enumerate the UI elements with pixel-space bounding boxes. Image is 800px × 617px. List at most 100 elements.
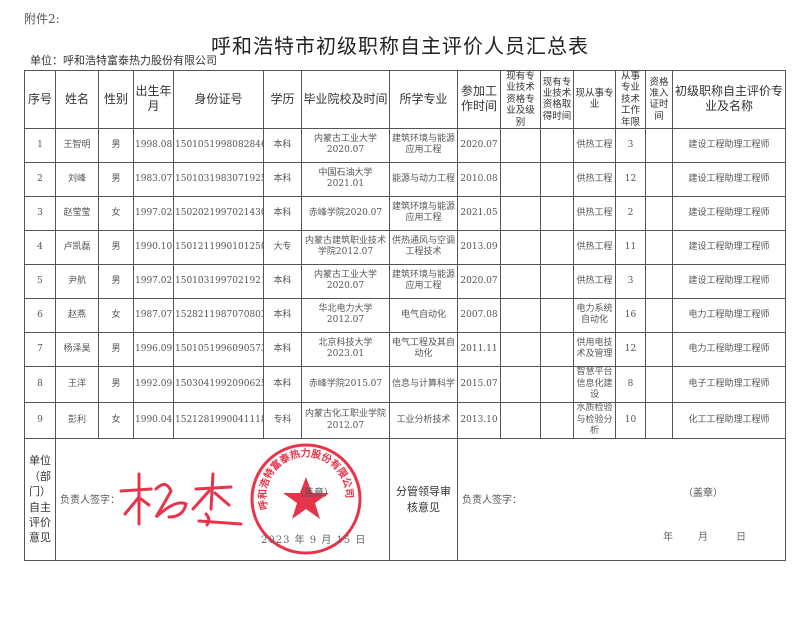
table-cell xyxy=(645,229,673,265)
table-cell: 供热通风与空调工程技术 xyxy=(389,229,458,265)
table-cell: 9 xyxy=(24,402,56,440)
table-cell: 2 xyxy=(24,161,56,197)
table-row: 2刘峰男1983.07150103198307192515本科中国石油大学202… xyxy=(24,161,786,197)
table-cell: 内蒙古工业大学2020.07 xyxy=(301,127,390,163)
table-cell: 能源与动力工程 xyxy=(389,161,458,197)
table-cell: 化工工程助理工程师 xyxy=(672,402,786,440)
table-cell: 150105199808284650 xyxy=(173,127,264,163)
table-cell: 电力工程助理工程师 xyxy=(672,297,786,333)
unit-opinion-cell: 负责人签字： 呼和浩特富泰热力股份有限公司 （盖章） 2023 年 9 月 15 日 xyxy=(55,438,390,562)
table-cell: 男 xyxy=(98,331,134,367)
table-cell xyxy=(500,195,541,231)
table-cell: 150103199702192114 xyxy=(173,263,264,299)
unit-opinion-label: 单位（部门）自主评价意见 xyxy=(24,438,56,562)
table-row: 6赵燕女1987.0715282119870708032X本科华北电力大学201… xyxy=(24,297,786,333)
table-cell: 8 xyxy=(24,365,56,404)
table-cell xyxy=(500,229,541,265)
table-row: 7杨泽昊男1996.09150105199609057316本科北京科技大学20… xyxy=(24,331,786,367)
column-header: 初级职称自主评价专业及名称 xyxy=(672,70,786,129)
table-cell: 建设工程助理工程师 xyxy=(672,161,786,197)
table-cell: 1992.09 xyxy=(133,365,174,404)
table-cell xyxy=(645,127,673,163)
table-cell: 信息与计算科学 xyxy=(389,365,458,404)
column-header: 序号 xyxy=(24,70,56,129)
table-cell: 1 xyxy=(24,127,56,163)
table-cell: 150202199702143020 xyxy=(173,195,264,231)
table-cell: 赤峰学院2020.07 xyxy=(301,195,390,231)
table-cell: 4 xyxy=(24,229,56,265)
table-cell: 赤峰学院2015.07 xyxy=(301,365,390,404)
table-cell: 建设工程助理工程师 xyxy=(672,229,786,265)
table-cell: 供热工程 xyxy=(573,127,616,163)
table-cell: 建设工程助理工程师 xyxy=(672,127,786,163)
table-row: 8王洋男1992.09150304199209062532本科赤峰学院2015.… xyxy=(24,365,786,404)
table-cell: 本科 xyxy=(263,365,302,404)
table-cell: 男 xyxy=(98,365,134,404)
table-cell xyxy=(645,365,673,404)
unit-line: 单位：呼和浩特富泰热力股份有限公司 xyxy=(30,54,217,67)
star-icon xyxy=(283,477,329,520)
table-cell: 2013.10 xyxy=(457,402,501,440)
table-row: 3赵莹莹女1997.02150202199702143020本科赤峰学院2020… xyxy=(24,195,786,231)
column-header: 姓名 xyxy=(55,70,99,129)
table-cell xyxy=(500,365,541,404)
table-cell: 彭利 xyxy=(55,402,99,440)
table-cell: 2007.08 xyxy=(457,297,501,333)
company-seal: 呼和浩特富泰热力股份有限公司 xyxy=(250,443,362,555)
table-cell: 尹航 xyxy=(55,263,99,299)
table-cell: 建筑环境与能源应用工程 xyxy=(389,127,458,163)
table-cell: 建设工程助理工程师 xyxy=(672,195,786,231)
table-cell: 水质检验与检验分析 xyxy=(573,402,616,440)
table-cell: 中国石油大学2021.01 xyxy=(301,161,390,197)
table-cell: 本科 xyxy=(263,331,302,367)
table-cell: 15012119901012501x xyxy=(173,229,264,265)
table-cell xyxy=(645,263,673,299)
table-cell: 12 xyxy=(615,331,646,367)
column-header: 毕业院校及时间 xyxy=(301,70,390,129)
table-cell: 150105199609057316 xyxy=(173,331,264,367)
table-cell: 1998.08 xyxy=(133,127,174,163)
table-cell xyxy=(500,331,541,367)
column-header: 所学专业 xyxy=(389,70,458,129)
table-cell: 2 xyxy=(615,195,646,231)
table-cell xyxy=(540,263,574,299)
table-cell: 专科 xyxy=(263,402,302,440)
page-title: 呼和浩特市初级职称自主评价人员汇总表 xyxy=(211,34,589,58)
table-cell xyxy=(540,331,574,367)
table-cell: 电力工程助理工程师 xyxy=(672,331,786,367)
table-cell: 本科 xyxy=(263,161,302,197)
table-cell xyxy=(500,402,541,440)
column-header: 现有专业技术资格专业及级别 xyxy=(500,70,541,129)
table-cell: 3 xyxy=(615,263,646,299)
table-cell: 10 xyxy=(615,402,646,440)
summary-table: 序号 姓名 性别 出生年月 身份证号 学历 毕业院校及时间 所学专业 参加工作时间 现有专业技术资… xyxy=(24,70,786,562)
table-cell xyxy=(645,195,673,231)
table-cell: 北京科技大学2023.01 xyxy=(301,331,390,367)
table-cell: 女 xyxy=(98,402,134,440)
table-cell: 供热工程 xyxy=(573,161,616,197)
table-cell: 刘峰 xyxy=(55,161,99,197)
table-cell: 赵莹莹 xyxy=(55,195,99,231)
table-cell: 内蒙古化工职业学院2012.07 xyxy=(301,402,390,440)
table-cell: 大专 xyxy=(263,229,302,265)
table-cell: 卢凯磊 xyxy=(55,229,99,265)
column-header: 资格准入证时间 xyxy=(645,70,673,129)
table-cell: 内蒙古工业大学2020.07 xyxy=(301,263,390,299)
column-header: 出生年月 xyxy=(133,70,174,129)
table-cell: 女 xyxy=(98,195,134,231)
table-cell: 杨泽昊 xyxy=(55,331,99,367)
table-cell: 建筑环境与能源应用工程 xyxy=(389,263,458,299)
table-cell: 2010.08 xyxy=(457,161,501,197)
table-cell: 1987.07 xyxy=(133,297,174,333)
table-row: 5尹航男1997.02150103199702192114本科内蒙古工业大学20… xyxy=(24,263,786,299)
table-cell: 2020.07 xyxy=(457,263,501,299)
column-header: 学历 xyxy=(263,70,302,129)
table-cell: 男 xyxy=(98,229,134,265)
table-cell: 2020.07 xyxy=(457,127,501,163)
table-cell: 男 xyxy=(98,263,134,299)
table-cell: 供热工程 xyxy=(573,229,616,265)
table-cell xyxy=(540,365,574,404)
column-header: 从事专业技术工作年限 xyxy=(615,70,646,129)
table-cell xyxy=(540,161,574,197)
table-cell: 内蒙古建筑职业技术学院2012.07 xyxy=(301,229,390,265)
